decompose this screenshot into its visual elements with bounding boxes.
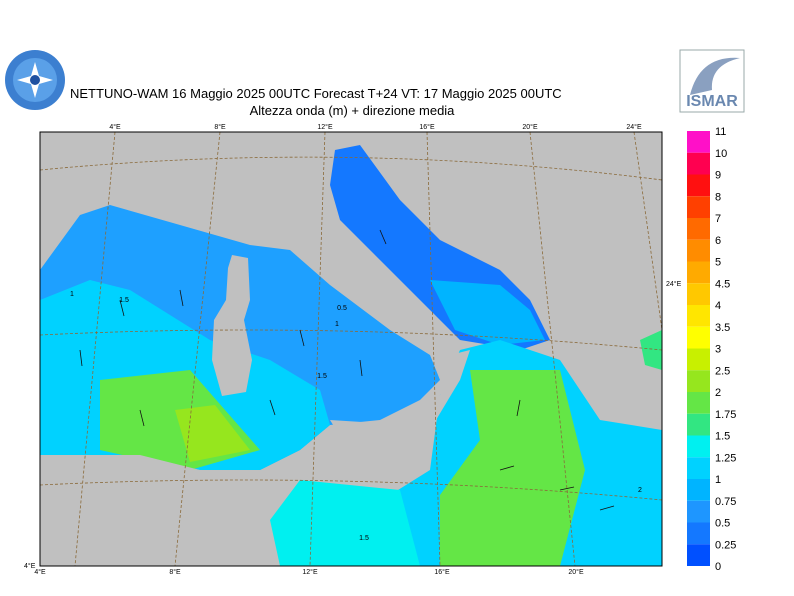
legend-label: 9 bbox=[715, 170, 721, 182]
legend-label: 1.25 bbox=[715, 452, 736, 464]
legend-label: 5 bbox=[715, 257, 721, 269]
lon-label-top: 20°E bbox=[522, 123, 538, 131]
map: 1 1.5 0.5 1 1.5 1.5 2 bbox=[39, 131, 663, 567]
legend-swatch bbox=[687, 348, 710, 371]
legend-swatch bbox=[687, 239, 710, 262]
title: NETTUNO-WAM 16 Maggio 2025 00UTC Forecas… bbox=[70, 86, 562, 101]
legend-swatch bbox=[687, 283, 710, 305]
legend-label: 3.5 bbox=[715, 322, 730, 334]
legend-swatch bbox=[687, 326, 710, 349]
contour-label: 2 bbox=[638, 487, 642, 494]
lon-label-top: 16°E bbox=[419, 123, 435, 131]
sea-adriatic-s bbox=[430, 280, 545, 345]
legend-swatch bbox=[687, 500, 710, 523]
legend-label: 1.75 bbox=[715, 409, 736, 421]
lon-label-bottom: 8°E bbox=[169, 568, 181, 576]
lon-label-corner: 4°E bbox=[24, 562, 36, 570]
legend-label: 1 bbox=[715, 474, 721, 486]
land-italy-south bbox=[410, 350, 470, 430]
lon-label-bottom: 4°E bbox=[34, 568, 46, 576]
sea-green-ne bbox=[640, 330, 662, 370]
legend-swatch bbox=[687, 196, 710, 218]
legend-label: 2 bbox=[715, 387, 721, 399]
legend-swatch bbox=[687, 413, 710, 436]
land-africa bbox=[40, 455, 290, 566]
legend-label: 6 bbox=[715, 235, 721, 247]
legend-label: 11 bbox=[715, 126, 726, 138]
legend-label: 1.5 bbox=[715, 431, 730, 443]
legend-label: 0.5 bbox=[715, 518, 730, 530]
graticule bbox=[39, 131, 663, 567]
legend-swatch bbox=[687, 370, 710, 392]
contour-label: 1 bbox=[335, 321, 339, 328]
logo-left bbox=[5, 50, 65, 110]
legend-label: 0.75 bbox=[715, 496, 736, 508]
legend-swatch bbox=[687, 457, 710, 479]
lon-label-top: 24°E bbox=[626, 123, 642, 131]
legend-swatch bbox=[687, 544, 710, 566]
legend-label: 0 bbox=[715, 561, 721, 573]
legend-swatch bbox=[687, 392, 710, 414]
land-corsica-sardinia bbox=[212, 255, 252, 396]
contour-label: 1 bbox=[70, 291, 74, 298]
logo-text: ISMAR bbox=[686, 93, 738, 110]
legend-label: 4 bbox=[715, 300, 721, 312]
legend-label: 3 bbox=[715, 344, 721, 356]
sea-south bbox=[270, 480, 420, 566]
legend-swatch bbox=[687, 435, 710, 458]
contour-label: 0.5 bbox=[337, 305, 347, 312]
legend-swatch bbox=[687, 152, 710, 175]
legend-label: 10 bbox=[715, 148, 727, 160]
lon-label-bottom: 16°E bbox=[434, 568, 450, 576]
legend-swatch bbox=[687, 305, 710, 327]
legend-label: 4.5 bbox=[715, 278, 730, 290]
legend-swatch bbox=[687, 261, 710, 284]
legend-label: 7 bbox=[715, 213, 721, 225]
lon-label-right: 24°E bbox=[666, 280, 682, 288]
legend-swatch bbox=[687, 131, 710, 153]
legend-label: 0.25 bbox=[715, 539, 736, 551]
subtitle: Altezza onda (m) + direzione media bbox=[250, 103, 456, 118]
legend-label: 8 bbox=[715, 191, 721, 203]
legend-swatch bbox=[687, 479, 710, 501]
sea-green-east bbox=[440, 370, 585, 566]
contour-label: 1.5 bbox=[317, 373, 327, 380]
legend-swatch bbox=[687, 174, 710, 197]
legend-label: 2.5 bbox=[715, 365, 730, 377]
legend-swatch bbox=[687, 522, 710, 545]
lon-label-bottom: 20°E bbox=[568, 568, 584, 576]
logo-right: ISMAR bbox=[679, 49, 745, 113]
lon-label-top: 12°E bbox=[317, 123, 333, 131]
lon-label-top: 4°E bbox=[109, 123, 121, 131]
direction-arrows bbox=[79, 229, 615, 511]
contour-label: 1.5 bbox=[359, 535, 369, 542]
legend-swatch bbox=[687, 218, 710, 240]
land-sicily bbox=[330, 420, 410, 470]
sea-strong bbox=[175, 405, 250, 462]
lon-label-top: 8°E bbox=[214, 123, 226, 131]
lon-label-bottom: 12°E bbox=[302, 568, 318, 576]
contour-label: 1.5 bbox=[119, 297, 129, 304]
